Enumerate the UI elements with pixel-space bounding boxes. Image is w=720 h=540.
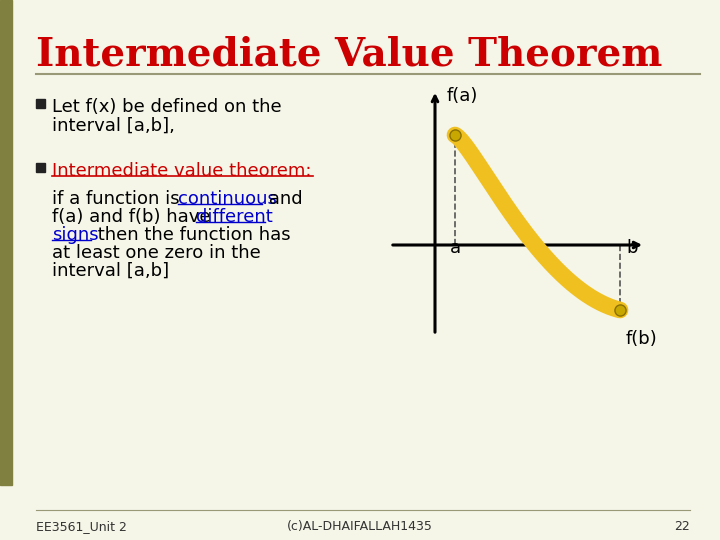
Text: f(a) and f(b) have: f(a) and f(b) have xyxy=(52,208,216,226)
Text: and: and xyxy=(263,190,302,208)
Bar xyxy=(36,163,45,172)
Text: interval [a,b]: interval [a,b] xyxy=(52,262,169,280)
Text: then the function has: then the function has xyxy=(92,226,291,244)
Text: Let f(x) be defined on the: Let f(x) be defined on the xyxy=(52,98,282,116)
Text: 22: 22 xyxy=(674,520,690,533)
Text: at least one zero in the: at least one zero in the xyxy=(52,244,261,262)
Text: b: b xyxy=(626,239,638,257)
Text: if a function is: if a function is xyxy=(52,190,185,208)
Text: Intermediate Value Theorem: Intermediate Value Theorem xyxy=(36,35,662,73)
Text: EE3561_Unit 2: EE3561_Unit 2 xyxy=(36,520,127,533)
Text: Intermediate value theorem:: Intermediate value theorem: xyxy=(52,162,312,180)
Text: interval [a,b],: interval [a,b], xyxy=(52,117,175,135)
Text: (c)AL-DHAIFALLAH1435: (c)AL-DHAIFALLAH1435 xyxy=(287,520,433,533)
Bar xyxy=(36,99,45,108)
Text: different: different xyxy=(196,208,273,226)
Text: f(a): f(a) xyxy=(447,87,478,105)
Bar xyxy=(0,0,12,485)
Text: a: a xyxy=(449,239,461,257)
Text: f(b): f(b) xyxy=(626,330,658,348)
Text: signs: signs xyxy=(52,226,99,244)
Text: continuous: continuous xyxy=(178,190,277,208)
